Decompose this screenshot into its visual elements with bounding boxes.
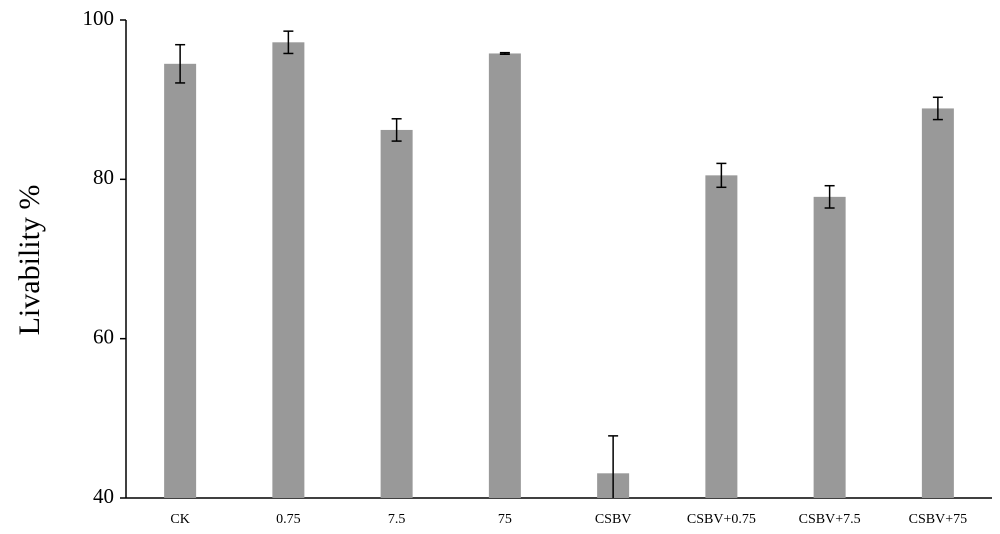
x-tick-label: 7.5 <box>388 512 406 527</box>
x-tick-label: CSBV+7.5 <box>799 512 861 527</box>
error-bar <box>283 30 294 55</box>
error-bar <box>824 184 835 209</box>
bar <box>705 175 738 498</box>
y-axis-label: Livability % <box>13 185 46 336</box>
error-bar <box>716 162 727 189</box>
x-tick-label: CSBV+0.75 <box>687 512 756 527</box>
bar <box>488 53 521 498</box>
y-tick-label: 100 <box>83 6 115 30</box>
x-tick-label: 0.75 <box>276 512 301 527</box>
error-bar <box>499 51 510 56</box>
x-tick-label: 75 <box>498 512 512 527</box>
error-bar <box>608 435 619 498</box>
bar <box>921 108 954 498</box>
error-bar <box>175 43 186 84</box>
error-bar <box>391 118 402 142</box>
plot-area <box>164 30 954 498</box>
y-tick-label: 40 <box>93 484 114 508</box>
x-tick-label: CSBV <box>595 512 632 527</box>
bar <box>164 63 197 498</box>
y-tick-label: 80 <box>93 165 114 189</box>
bar <box>380 129 413 498</box>
bar <box>272 42 305 498</box>
error-bar <box>932 96 943 121</box>
bar <box>813 196 846 498</box>
x-tick-label: CK <box>170 512 189 527</box>
x-tick-label: CSBV+75 <box>909 512 967 527</box>
y-tick-label: 60 <box>93 324 114 348</box>
